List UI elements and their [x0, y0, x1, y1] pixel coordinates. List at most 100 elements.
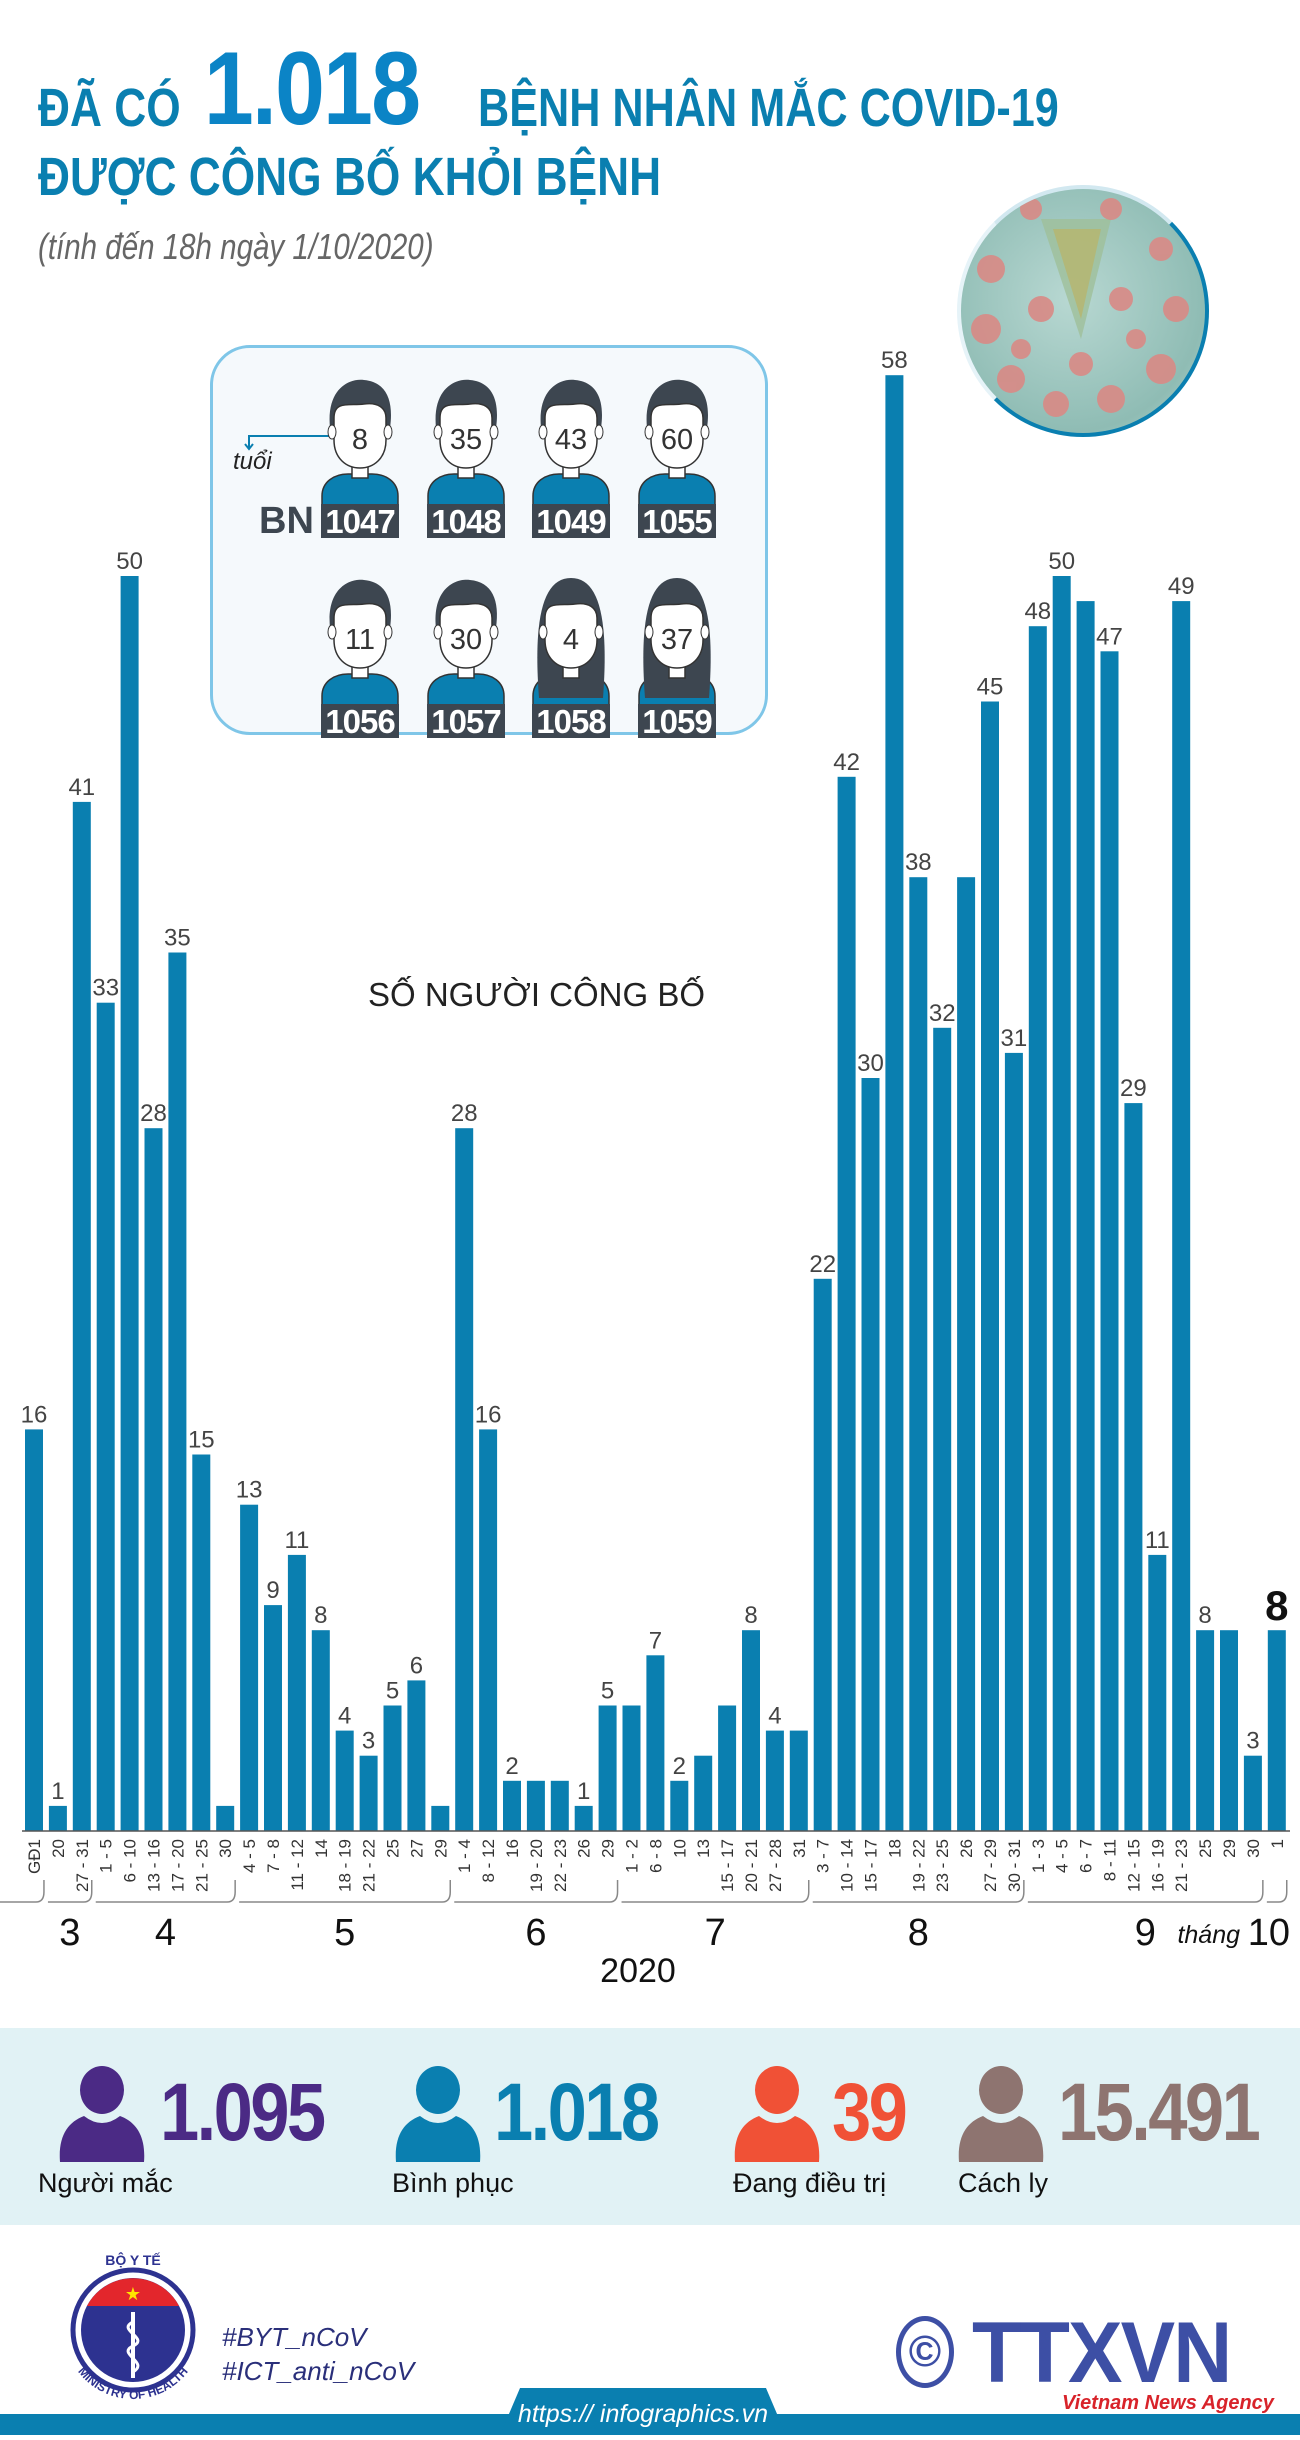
x-tick-label: 26	[575, 1839, 594, 1858]
month-label: 10	[1248, 1912, 1290, 1954]
x-tick-label: 12 - 15	[1124, 1839, 1143, 1892]
x-tick-label: 10	[670, 1839, 689, 1858]
bar	[1028, 626, 1047, 1832]
data-label: 33	[92, 975, 119, 1002]
data-label: 11	[284, 1527, 309, 1554]
data-label: 2	[505, 1753, 518, 1780]
x-tick-label: 30	[1244, 1839, 1263, 1858]
data-label: 48	[1024, 598, 1051, 625]
website-link[interactable]: https:// infographics.vn	[500, 2388, 786, 2435]
bar	[407, 1680, 426, 1831]
copyright-icon: ©	[896, 2316, 954, 2388]
data-label: 3	[1246, 1728, 1259, 1755]
bar	[837, 776, 856, 1831]
patient-id: 1057	[427, 704, 505, 740]
x-tick-label: 4 - 5	[240, 1839, 259, 1873]
stat-label: Đang điều trị	[733, 2168, 887, 2198]
ministry-of-health-logo: ★ BỘ Y TẾ MINISTRY OF HEALTH	[58, 2250, 208, 2410]
data-label: 31	[1001, 1025, 1028, 1052]
patient-card: 4 1058	[531, 578, 611, 740]
data-label: 5	[601, 1678, 614, 1705]
bar	[455, 1128, 474, 1831]
data-label: 35	[164, 925, 191, 952]
patients-panel: tuổi BN 8 1047 35 1048 43 1049 60 1055 11 1056 30 1…	[210, 345, 768, 740]
month-bracket	[47, 1880, 93, 1903]
bar	[789, 1730, 808, 1831]
bar	[1148, 1554, 1167, 1831]
data-label: 5	[386, 1678, 399, 1705]
patient-age: 30	[449, 624, 483, 656]
x-tick-label: 27 - 31	[73, 1839, 92, 1892]
bar	[670, 1780, 689, 1831]
x-tick-label: 15 - 17	[718, 1839, 737, 1892]
stat-value: 1.095	[160, 2067, 326, 2158]
x-tick-label: 7 - 8	[264, 1839, 283, 1873]
month-bracket	[1266, 1880, 1288, 1903]
data-label: 50	[116, 548, 143, 575]
x-tick-label: 21 - 25	[192, 1839, 211, 1892]
month-bracket	[454, 1880, 619, 1903]
month-bracket	[95, 1880, 236, 1903]
x-tick-label: 20 - 21	[742, 1839, 761, 1892]
data-label: 4	[338, 1703, 351, 1730]
x-tick-label: 8 - 12	[479, 1839, 498, 1882]
data-label: 1	[51, 1778, 64, 1805]
x-tick-label: 14	[312, 1839, 331, 1858]
patient-id: 1058	[532, 704, 610, 740]
title-line2: ĐƯỢC CÔNG BỐ KHỎI BỆNH	[38, 147, 662, 207]
bar	[240, 1504, 259, 1831]
month-prefix: tháng	[1177, 1921, 1240, 1949]
bar	[574, 1805, 593, 1831]
x-tick-label: 22 - 23	[551, 1839, 570, 1892]
month-label: 8	[908, 1912, 929, 1954]
x-tick-label: 3 - 7	[814, 1839, 833, 1873]
x-tick-label: GĐ1	[25, 1839, 44, 1874]
bar	[168, 952, 187, 1831]
hashtag-ict[interactable]: #ICT_anti_nCoV	[222, 2356, 415, 2386]
x-tick-label: 18 - 19	[336, 1839, 355, 1892]
x-tick-label: 19 - 22	[909, 1839, 928, 1892]
x-tick-label: 13 - 16	[145, 1839, 164, 1892]
patient-age: 43	[554, 424, 588, 456]
x-tick-label: 10 - 14	[838, 1839, 857, 1892]
x-tick-label: 15 - 17	[862, 1839, 881, 1892]
x-tick-label: 17 - 20	[168, 1839, 187, 1892]
bar	[885, 375, 904, 1832]
title-prefix: ĐÃ CÓ	[38, 78, 181, 138]
bar	[694, 1755, 713, 1831]
patient-age: 8	[351, 424, 369, 456]
bar	[503, 1780, 521, 1831]
patient-id: 1048	[427, 504, 505, 540]
x-tick-label: 30 - 31	[1005, 1839, 1024, 1892]
virus-illustration	[957, 185, 1209, 437]
patient-id: 1055	[638, 504, 716, 540]
stat-label: Cách ly	[958, 2168, 1049, 2198]
x-tick-label: 29	[431, 1839, 450, 1858]
bar	[72, 801, 91, 1831]
bar	[335, 1730, 354, 1831]
data-label: 3	[362, 1728, 375, 1755]
patient-card: 43 1049	[531, 378, 611, 540]
x-tick-label: 29	[1220, 1839, 1239, 1858]
bar	[957, 877, 976, 1831]
title-suffix: BỆNH NHÂN MẮC COVID-19	[478, 78, 1059, 138]
bar	[1172, 601, 1191, 1831]
x-tick-label: 27 - 29	[981, 1839, 1000, 1892]
person-icon	[58, 2066, 146, 2162]
patient-card: 35 1048	[426, 378, 506, 540]
agency-name: Vietnam News Agency	[1062, 2392, 1274, 2414]
x-tick-label: 23 - 25	[933, 1839, 952, 1892]
bar	[1267, 1630, 1286, 1831]
hashtag-byt[interactable]: #BYT_nCoV	[222, 2322, 367, 2352]
data-label: 45	[977, 674, 1004, 701]
patient-card: 11 1056	[320, 578, 400, 740]
person-icon	[394, 2066, 482, 2162]
patient-age: 35	[449, 424, 483, 456]
data-label: 6	[410, 1652, 423, 1679]
bar	[96, 1002, 115, 1831]
x-tick-label: 29	[599, 1839, 618, 1858]
patient-age: 60	[660, 424, 694, 456]
bar	[598, 1705, 617, 1831]
data-label: 4	[768, 1703, 781, 1730]
